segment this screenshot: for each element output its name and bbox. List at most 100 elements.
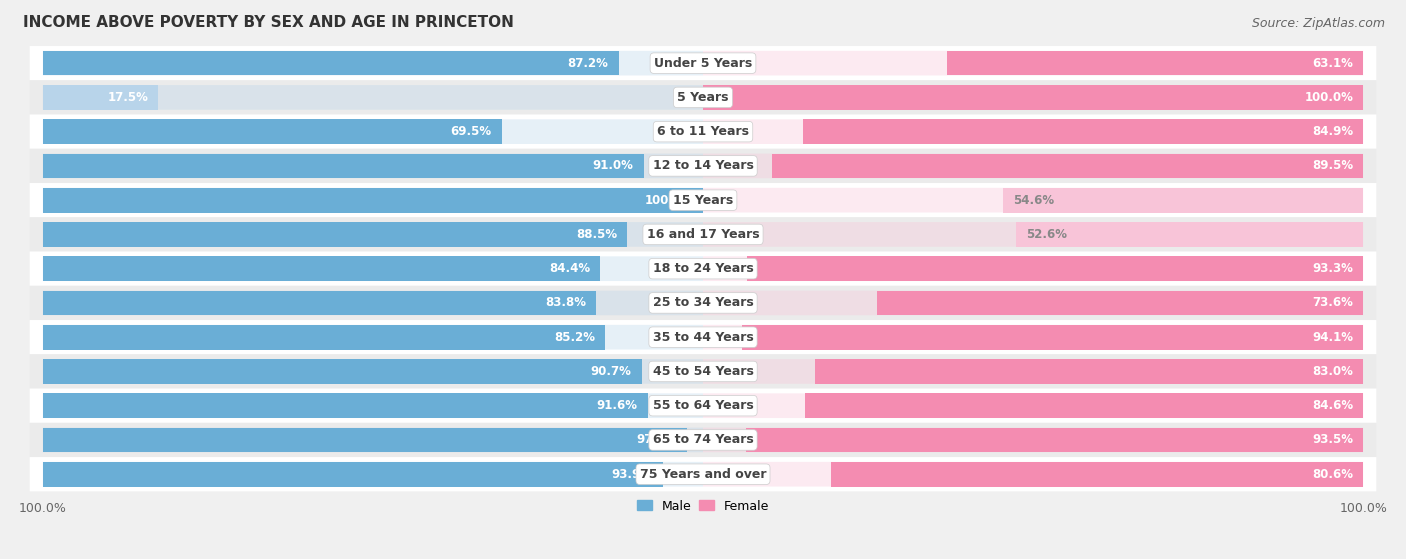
Text: 84.9%: 84.9% [1312, 125, 1353, 138]
FancyBboxPatch shape [703, 119, 1364, 144]
Text: 94.1%: 94.1% [1312, 331, 1353, 344]
FancyBboxPatch shape [42, 154, 703, 178]
Text: 83.8%: 83.8% [546, 296, 586, 310]
FancyBboxPatch shape [42, 257, 703, 281]
Bar [747, 428, 1364, 452]
Text: 80.6%: 80.6% [1312, 468, 1353, 481]
Text: 54.6%: 54.6% [1012, 193, 1053, 207]
Text: 83.0%: 83.0% [1312, 365, 1353, 378]
Text: 75 Years and over: 75 Years and over [640, 468, 766, 481]
FancyBboxPatch shape [42, 462, 703, 486]
Text: 25 to 34 Years: 25 to 34 Years [652, 296, 754, 310]
Bar [1017, 222, 1364, 247]
Text: 100.0%: 100.0% [1305, 91, 1353, 104]
Text: 12 to 14 Years: 12 to 14 Years [652, 159, 754, 172]
Text: 84.6%: 84.6% [1312, 399, 1353, 412]
FancyBboxPatch shape [30, 46, 1376, 80]
Bar [815, 359, 1364, 384]
Text: Under 5 Years: Under 5 Years [654, 56, 752, 70]
FancyBboxPatch shape [30, 115, 1376, 149]
Bar [703, 85, 1364, 110]
FancyBboxPatch shape [42, 85, 703, 110]
FancyBboxPatch shape [42, 51, 703, 75]
Bar [42, 462, 662, 486]
Bar [42, 188, 703, 212]
Bar [42, 51, 619, 75]
FancyBboxPatch shape [703, 325, 1364, 349]
FancyBboxPatch shape [30, 252, 1376, 286]
FancyBboxPatch shape [703, 462, 1364, 486]
FancyBboxPatch shape [703, 257, 1364, 281]
Text: 63.1%: 63.1% [1312, 56, 1353, 70]
FancyBboxPatch shape [30, 217, 1376, 252]
FancyBboxPatch shape [30, 423, 1376, 457]
Bar [742, 325, 1364, 349]
FancyBboxPatch shape [42, 394, 703, 418]
Text: 91.6%: 91.6% [596, 399, 638, 412]
FancyBboxPatch shape [30, 389, 1376, 423]
Text: 85.2%: 85.2% [554, 331, 595, 344]
FancyBboxPatch shape [703, 51, 1364, 75]
FancyBboxPatch shape [30, 183, 1376, 217]
Bar [804, 394, 1364, 418]
Text: 45 to 54 Years: 45 to 54 Years [652, 365, 754, 378]
Text: 5 Years: 5 Years [678, 91, 728, 104]
FancyBboxPatch shape [703, 154, 1364, 178]
Bar [946, 51, 1364, 75]
Text: 87.2%: 87.2% [568, 56, 609, 70]
FancyBboxPatch shape [30, 80, 1376, 115]
FancyBboxPatch shape [703, 85, 1364, 110]
Text: 93.3%: 93.3% [1312, 262, 1353, 275]
Text: 84.4%: 84.4% [548, 262, 591, 275]
FancyBboxPatch shape [42, 291, 703, 315]
Text: 93.5%: 93.5% [1312, 433, 1353, 447]
Text: 90.7%: 90.7% [591, 365, 631, 378]
FancyBboxPatch shape [703, 188, 1364, 212]
Text: 73.6%: 73.6% [1312, 296, 1353, 310]
FancyBboxPatch shape [703, 291, 1364, 315]
FancyBboxPatch shape [42, 119, 703, 144]
FancyBboxPatch shape [42, 325, 703, 349]
FancyBboxPatch shape [30, 149, 1376, 183]
Bar [747, 257, 1364, 281]
FancyBboxPatch shape [30, 354, 1376, 389]
Bar [1002, 188, 1364, 212]
FancyBboxPatch shape [30, 320, 1376, 354]
Bar [42, 222, 627, 247]
Bar [831, 462, 1364, 486]
Bar [42, 291, 596, 315]
FancyBboxPatch shape [30, 457, 1376, 491]
FancyBboxPatch shape [42, 188, 703, 212]
Text: 91.0%: 91.0% [593, 159, 634, 172]
Bar [877, 291, 1364, 315]
Bar [42, 85, 159, 110]
FancyBboxPatch shape [42, 359, 703, 384]
FancyBboxPatch shape [703, 359, 1364, 384]
Text: 6 to 11 Years: 6 to 11 Years [657, 125, 749, 138]
Text: 15 Years: 15 Years [673, 193, 733, 207]
Text: 17.5%: 17.5% [108, 91, 149, 104]
Bar [42, 359, 641, 384]
Bar [42, 257, 600, 281]
Bar [42, 394, 648, 418]
FancyBboxPatch shape [30, 286, 1376, 320]
Text: 89.5%: 89.5% [1312, 159, 1353, 172]
Bar [42, 325, 606, 349]
Text: 93.9%: 93.9% [612, 468, 652, 481]
Bar [803, 119, 1364, 144]
Text: 65 to 74 Years: 65 to 74 Years [652, 433, 754, 447]
FancyBboxPatch shape [703, 222, 1364, 247]
Text: 88.5%: 88.5% [576, 228, 617, 241]
Text: 35 to 44 Years: 35 to 44 Years [652, 331, 754, 344]
Bar [42, 154, 644, 178]
FancyBboxPatch shape [42, 428, 703, 452]
Text: 97.6%: 97.6% [637, 433, 678, 447]
Text: 52.6%: 52.6% [1026, 228, 1067, 241]
Text: 69.5%: 69.5% [451, 125, 492, 138]
Bar [42, 428, 688, 452]
FancyBboxPatch shape [703, 394, 1364, 418]
Bar [772, 154, 1364, 178]
FancyBboxPatch shape [703, 428, 1364, 452]
Bar [42, 119, 502, 144]
Text: 16 and 17 Years: 16 and 17 Years [647, 228, 759, 241]
